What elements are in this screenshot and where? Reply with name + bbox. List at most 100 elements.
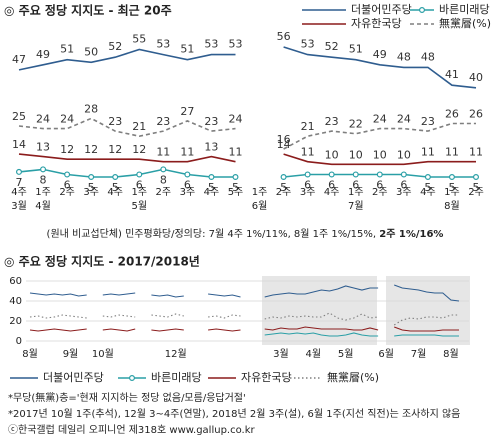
data-label: 6	[352, 178, 359, 191]
data-label: 41	[445, 68, 459, 81]
x-tick-label: 9월	[63, 348, 79, 360]
data-label: 6	[328, 178, 335, 191]
chart-title: ◎ 주요 정당 지지도 - 최근 20주	[4, 3, 172, 18]
x-tick-label: 2주	[372, 187, 388, 198]
point	[424, 174, 431, 181]
point	[208, 174, 215, 181]
x-group-label: 4월	[35, 200, 51, 212]
data-label: 5	[424, 181, 431, 194]
point	[448, 174, 455, 181]
data-label: 11	[301, 146, 315, 159]
point	[232, 174, 239, 181]
x-tick-label: 7월	[411, 348, 427, 360]
footnote: ⓒ한국갤럽 데일리 오피니언 제318호 www.gallup.co.kr	[8, 424, 256, 436]
data-label: 8	[160, 173, 167, 186]
legend-label: 자유한국당	[241, 371, 292, 384]
data-label: 22	[349, 118, 363, 131]
data-label: 6	[400, 178, 407, 191]
data-label: 14	[12, 138, 26, 151]
y-tick-label: 20	[9, 316, 22, 327]
legend-label: 더불어민주당	[351, 3, 412, 16]
point	[352, 171, 359, 178]
x-tick-label: 3주	[180, 187, 196, 198]
data-label: 24	[36, 113, 50, 126]
x-tick-label: 8월	[443, 348, 459, 360]
chart-title: ◎ 주요 정당 지지도 - 2017/2018년	[4, 254, 200, 269]
x-tick-label: 4주	[11, 187, 27, 198]
data-label: 5	[232, 181, 239, 194]
data-label: 51	[180, 43, 194, 56]
data-label: 47	[12, 53, 26, 66]
point	[328, 171, 335, 178]
data-label: 49	[36, 48, 50, 61]
series-line	[18, 117, 476, 150]
x-tick-label: 4주	[420, 187, 436, 198]
footnote: *무당(無黨)층='현재 지지하는 정당 없음/모름/응답거절'	[8, 391, 246, 404]
data-label: 10	[397, 148, 411, 161]
point	[136, 171, 143, 178]
series-line	[18, 46, 477, 89]
legend-label: 無黨層(%)	[327, 370, 379, 384]
data-label: 23	[421, 115, 435, 128]
series-line	[18, 153, 476, 166]
x-tick-label: 3주	[396, 187, 412, 198]
data-label: 21	[132, 120, 146, 133]
data-label: 11	[469, 146, 483, 159]
data-label: 13	[36, 141, 50, 154]
x-tick-label: 1주	[444, 187, 460, 198]
series-line	[18, 168, 476, 178]
point	[400, 171, 407, 178]
data-label: 51	[349, 43, 363, 56]
y-tick-label: 0	[16, 336, 22, 347]
data-label: 24	[373, 113, 387, 126]
x-group-label: 6월	[252, 200, 268, 212]
x-tick-label: 6월	[378, 348, 394, 360]
data-label: 6	[376, 178, 383, 191]
data-label: 48	[421, 50, 435, 63]
x-tick-label: 2주	[59, 187, 75, 198]
data-label: 5	[473, 181, 480, 194]
data-label: 53	[204, 38, 218, 51]
x-tick-label: 4주	[204, 187, 220, 198]
data-label: 6	[184, 178, 191, 191]
legend-marker	[129, 375, 136, 382]
data-label: 25	[12, 110, 26, 123]
data-label: 10	[349, 148, 363, 161]
note-bold: 2주 1%/16%	[379, 228, 443, 240]
x-tick-label: 1주	[252, 187, 268, 198]
point	[376, 171, 383, 178]
legend-label: 더불어민주당	[43, 371, 104, 384]
series-line	[29, 312, 459, 326]
series-line	[29, 326, 459, 332]
data-label: 11	[180, 146, 194, 159]
data-label: 12	[132, 143, 146, 156]
data-label: 23	[325, 115, 339, 128]
x-tick-label: 3주	[83, 187, 99, 198]
x-tick-label: 2주	[156, 187, 172, 198]
data-label: 52	[325, 40, 339, 53]
note-text: (원내 비교섭단체) 민주평화당/정의당: 7월 4주 1%/11%, 8월 1…	[47, 228, 380, 240]
data-label: 52	[108, 40, 122, 53]
data-label: 5	[88, 181, 95, 194]
data-label: 49	[373, 48, 387, 61]
data-label: 23	[108, 115, 122, 128]
legend-label: 바른미래당	[439, 3, 490, 16]
x-tick-label: 1주	[348, 187, 364, 198]
footnote: *2017년 10월 1주(추석), 12월 3~4주(연말), 2018년 2…	[8, 407, 460, 420]
point	[112, 174, 119, 181]
point	[184, 171, 191, 178]
y-tick-label: 40	[9, 296, 22, 307]
x-group-label: 7월	[348, 200, 364, 212]
data-label: 12	[84, 143, 98, 156]
data-label: 23	[204, 115, 218, 128]
data-label: 16	[277, 133, 291, 146]
data-label: 8	[40, 173, 47, 186]
x-tick-label: 4월	[306, 348, 322, 360]
x-tick-label: 2주	[276, 187, 292, 198]
y-tick-label: 60	[9, 276, 22, 287]
x-tick-label: 1주	[131, 187, 147, 198]
point	[304, 171, 311, 178]
data-label: 27	[180, 105, 194, 118]
